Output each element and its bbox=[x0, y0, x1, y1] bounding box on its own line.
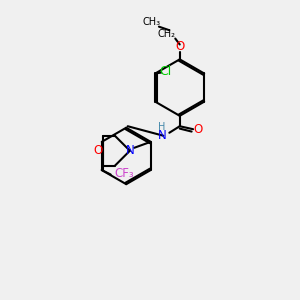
Text: N: N bbox=[158, 129, 166, 142]
Text: O: O bbox=[193, 123, 202, 136]
Text: O: O bbox=[175, 40, 184, 53]
Text: H: H bbox=[158, 122, 166, 132]
Text: CH₃: CH₃ bbox=[142, 17, 160, 27]
Text: CF₃: CF₃ bbox=[114, 167, 134, 179]
Text: O: O bbox=[93, 144, 102, 157]
Text: Cl: Cl bbox=[160, 65, 172, 79]
Text: N: N bbox=[125, 144, 134, 157]
Text: CH₂: CH₂ bbox=[157, 29, 175, 39]
